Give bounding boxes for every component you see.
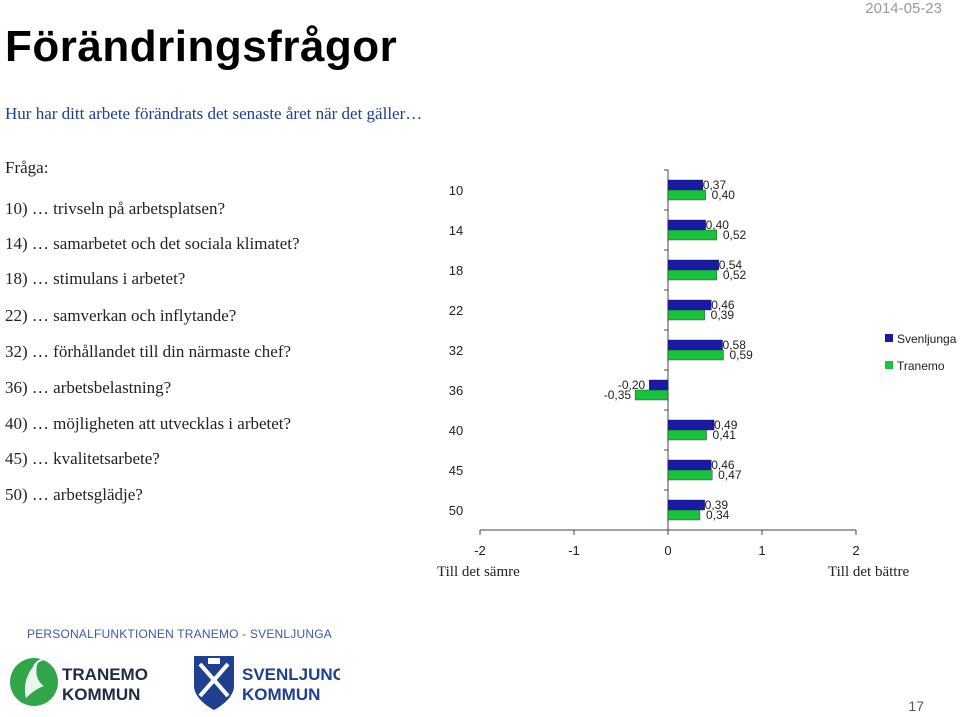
question-item: 14) … samarbetet och det sociala klimate… (5, 234, 300, 253)
data-label: 0,40 (706, 218, 730, 232)
data-label: 0,34 (706, 508, 730, 522)
bar-svenljunga (667, 459, 712, 471)
tranemo-logo-icon: TRANEMO KOMMUN (10, 658, 148, 706)
data-label: 0,39 (711, 308, 735, 322)
legend-label: Svenljunga (897, 332, 957, 346)
bar-tranemo (667, 469, 713, 481)
category-label: 32 (449, 343, 463, 358)
data-label: 0,52 (723, 228, 747, 242)
bar-chart: -2 -1 0 1 2 10 0,37 0,40 14 0,40 0,52 18 0,54 0,52 22 0… (420, 160, 960, 560)
legend-label: Tranemo (897, 359, 945, 373)
category-label: 36 (449, 383, 463, 398)
data-label: 0,46 (711, 298, 735, 312)
question-item: 32) … förhållandet till din närmaste che… (5, 342, 292, 361)
bar-tranemo (667, 309, 705, 321)
question-item: 18) … stimulans i arbetet? (5, 269, 186, 288)
category-label: 18 (449, 263, 463, 278)
category-label: 14 (449, 223, 463, 238)
axis-right-label: Till det bättre (828, 564, 910, 580)
legend-swatch-tranemo (885, 361, 893, 369)
bar-svenljunga (667, 419, 715, 431)
data-label: 0,49 (714, 418, 738, 432)
svg-text:KOMMUN: KOMMUN (62, 685, 140, 704)
bar-tranemo (667, 509, 701, 521)
x-tick-label: -2 (474, 543, 486, 558)
legend-swatch-svenljunga (885, 334, 893, 342)
category-label: 22 (449, 303, 463, 318)
svenljunga-coat-of-arms-icon: SVENLJUNGA KOMMUN (194, 656, 358, 710)
page-subtitle: Hur har ditt arbete förändrats det senas… (5, 104, 423, 123)
category-label: 45 (449, 463, 463, 478)
bar-svenljunga (667, 499, 705, 511)
svg-text:KOMMUN: KOMMUN (242, 685, 320, 704)
bar-tranemo (634, 389, 669, 401)
svg-text:SVENLJUNGA: SVENLJUNGA (242, 665, 340, 684)
data-label: 0,58 (723, 338, 747, 352)
bar-tranemo (667, 229, 718, 241)
question-heading: Fråga: (5, 158, 49, 177)
question-item: 45) … kvalitetsarbete? (5, 449, 160, 468)
bar-tranemo (667, 269, 718, 281)
question-item: 50) … arbetsglädje? (5, 485, 143, 504)
tranemo-logo: TRANEMO KOMMUN (8, 652, 148, 712)
data-label: -0,20 (618, 378, 646, 392)
data-label: 0,52 (723, 268, 747, 282)
question-item: 40) … möjligheten att utvecklas i arbete… (5, 414, 292, 433)
svg-text:TRANEMO: TRANEMO (62, 665, 148, 684)
data-label: 0,46 (711, 458, 735, 472)
page-title: Förändringsfrågor (5, 22, 398, 71)
data-label: 0,39 (705, 498, 729, 512)
data-label: 0,41 (713, 428, 737, 442)
date-label: 2014-05-23 (865, 0, 942, 17)
bar-tranemo (667, 429, 707, 441)
data-label: -0,35 (604, 388, 632, 402)
axis-left-label: Till det sämre (437, 564, 520, 580)
data-label: 0,37 (703, 178, 727, 192)
category-label: 10 (449, 183, 463, 198)
x-tick-label: 2 (852, 543, 859, 558)
bar-tranemo (667, 349, 724, 361)
category-label: 40 (449, 423, 463, 438)
x-tick-label: 0 (664, 543, 671, 558)
question-item: 22) … samverkan och inflytande? (5, 306, 237, 325)
bar-svenljunga (667, 179, 703, 191)
data-label: 0,54 (719, 258, 743, 272)
svenljunga-logo: SVENLJUNGA KOMMUN (190, 652, 358, 712)
x-tick-label: 1 (758, 543, 765, 558)
bar-tranemo (667, 189, 706, 201)
data-label: 0,47 (718, 468, 742, 482)
bar-svenljunga (667, 299, 712, 311)
bar-svenljunga (648, 379, 669, 391)
data-label: 0,59 (729, 348, 753, 362)
footer-text: PERSONALFUNKTIONEN TRANEMO - SVENLJUNGA (27, 627, 332, 641)
data-label: 0,40 (712, 188, 736, 202)
bar-svenljunga (667, 339, 723, 351)
x-tick-label: -1 (568, 543, 580, 558)
bar-svenljunga (667, 259, 719, 271)
bar-svenljunga (667, 219, 706, 231)
question-item: 10) … trivseln på arbetsplatsen? (5, 199, 225, 218)
category-label: 50 (449, 503, 463, 518)
question-item: 36) … arbetsbelastning? (5, 378, 172, 397)
page-number: 17 (908, 698, 924, 714)
